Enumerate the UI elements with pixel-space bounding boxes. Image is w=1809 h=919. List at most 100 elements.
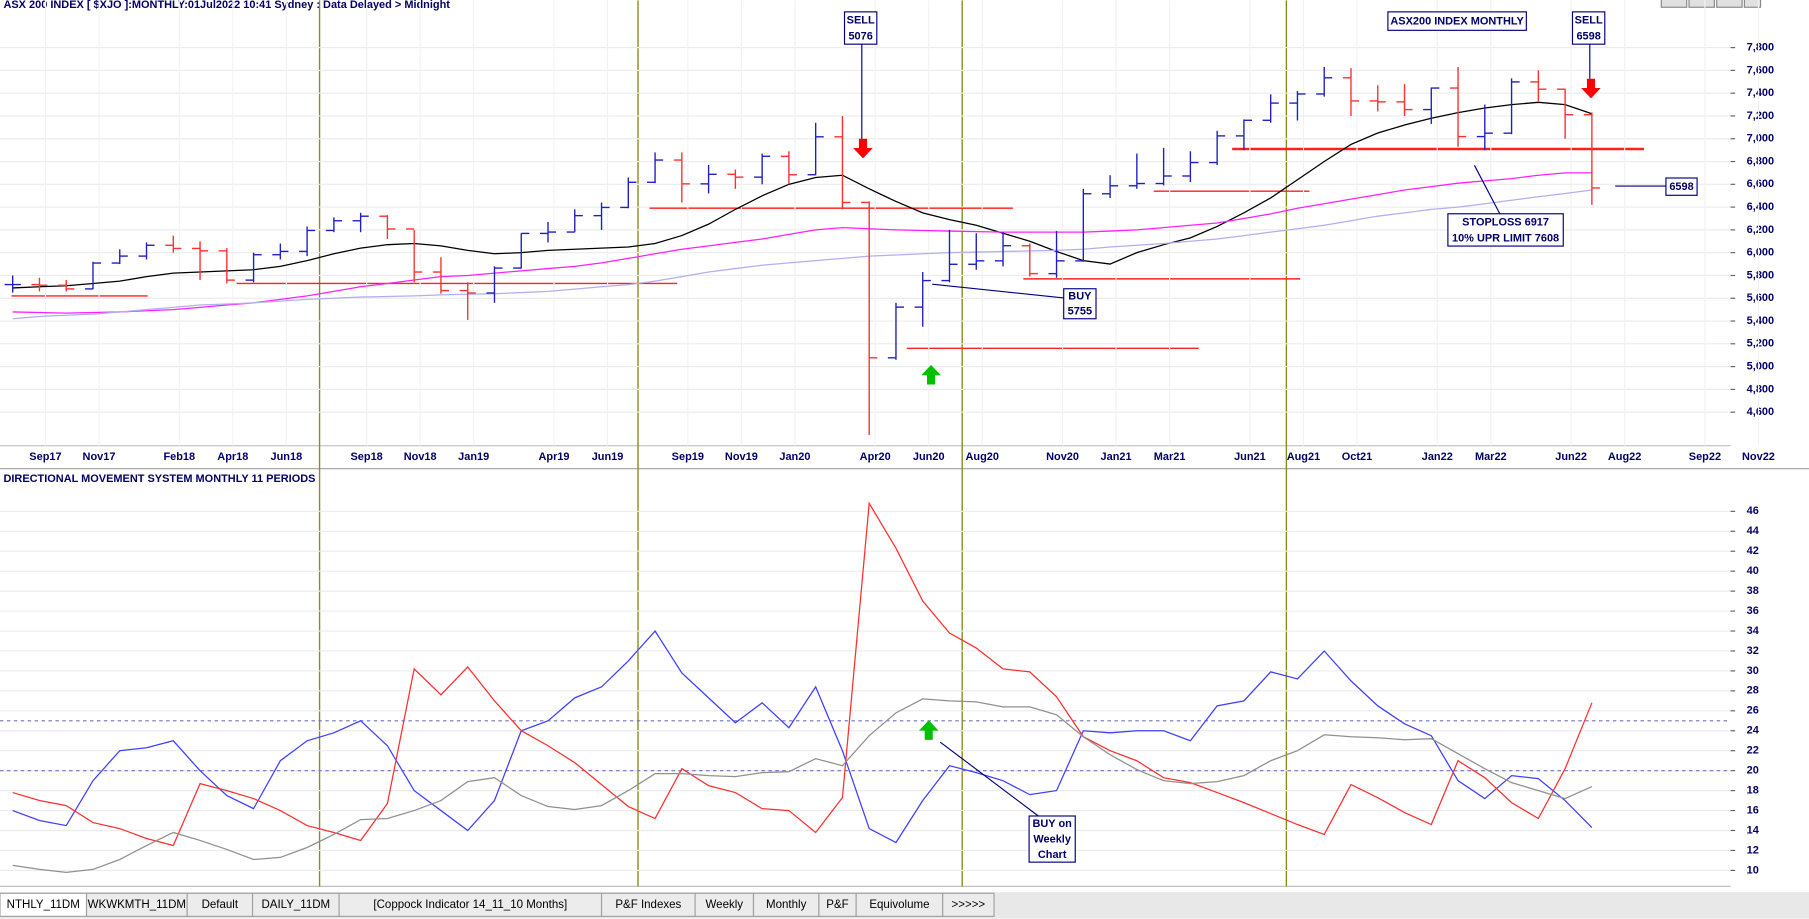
tab[interactable]: Weekly <box>694 892 755 917</box>
dmi-line <box>12 501 1593 847</box>
tab-label[interactable]: Default <box>202 899 239 911</box>
chart-title: ASX 200 INDEX [ $XJO ]:MONTHLY:01Jul2022… <box>3 0 450 11</box>
y-tick-label: 32 <box>1747 645 1759 657</box>
nav-button[interactable] <box>1660 0 1688 8</box>
y-tick-label: 14 <box>1747 824 1760 836</box>
tab-label[interactable]: Monthly <box>766 899 807 911</box>
y-tick-label: 4,800 <box>1747 383 1774 395</box>
y-tick-label: 46 <box>1747 505 1759 517</box>
annotation-text: BUY on <box>1032 818 1072 830</box>
nav-button[interactable] <box>1743 0 1762 8</box>
annotation-text: STOPLOSS 6917 <box>1462 216 1549 228</box>
annotation-box <box>1387 11 1527 31</box>
tab-body[interactable] <box>942 892 995 917</box>
nav-button[interactable] <box>1688 0 1715 8</box>
tab-label[interactable]: P&F Indexes <box>615 899 681 911</box>
y-tick-label: 7,600 <box>1747 64 1774 76</box>
y-tick-label: 24 <box>1747 725 1760 737</box>
y-tick-label: 6,800 <box>1747 155 1774 167</box>
nav-buttons <box>1660 0 1762 8</box>
tab[interactable]: Equivolume <box>855 892 944 917</box>
x-tick-label: Mar21 <box>1154 451 1186 463</box>
y-tick-label: 7,800 <box>1747 41 1774 53</box>
x-tick-label: Jun22 <box>1555 451 1587 463</box>
annotation-text: Weekly <box>1033 834 1071 846</box>
annotation-connector <box>939 741 1039 817</box>
y-tick-label: 5,800 <box>1747 269 1774 281</box>
y-tick-label: 6,000 <box>1747 247 1774 259</box>
panel-title: DIRECTIONAL MOVEMENT SYSTEM MONTHLY 11 P… <box>3 473 315 485</box>
x-tick-label: Sep22 <box>1689 451 1721 463</box>
buy-arrow <box>918 720 939 740</box>
annotation-connector <box>932 283 1064 299</box>
x-tick-label: Aug22 <box>1608 451 1641 463</box>
y-tick-label: 44 <box>1747 525 1760 537</box>
x-tick-label: Jun20 <box>913 451 945 463</box>
x-tick-label: Jun19 <box>592 451 624 463</box>
x-tick-label: Apr18 <box>217 451 248 463</box>
tab[interactable]: NTHLY_11DM <box>0 892 88 917</box>
x-tick-label: Jan19 <box>458 451 489 463</box>
moving-average <box>12 172 1592 314</box>
tab[interactable]: DAILY_11DM <box>251 892 340 917</box>
tab[interactable]: Monthly <box>752 892 820 917</box>
x-tick-label: Sep18 <box>351 451 383 463</box>
y-tick-label: 5,600 <box>1747 292 1774 304</box>
tab-label[interactable]: [Coppock Indicator 14_11_10 Months] <box>373 899 567 911</box>
tab-label[interactable]: >>>>> <box>952 899 986 911</box>
nav-button[interactable] <box>1716 0 1743 8</box>
y-tick-label: 12 <box>1747 844 1759 856</box>
annotation-box <box>1447 213 1564 247</box>
y-tick-label: 26 <box>1747 705 1759 717</box>
y-tick-label: 7,000 <box>1747 133 1774 145</box>
y-tick-label: 5,200 <box>1747 338 1774 350</box>
y-tick-label: 42 <box>1747 545 1759 557</box>
annotation-text: 5076 <box>848 31 872 43</box>
y-tick-label: 5,400 <box>1747 315 1774 327</box>
x-tick-label: Nov20 <box>1046 451 1079 463</box>
x-tick-label: Aug21 <box>1287 451 1320 463</box>
y-tick-label: 22 <box>1747 745 1759 757</box>
x-tick-label: Sep17 <box>29 451 61 463</box>
y-tick-label: 36 <box>1747 605 1759 617</box>
sell-arrow <box>853 138 873 159</box>
tab-label[interactable]: NTHLY_11DM <box>7 899 80 911</box>
annotation-box <box>1571 11 1606 45</box>
tab[interactable]: >>>>> <box>942 892 995 917</box>
y-tick-label: 16 <box>1747 804 1759 816</box>
annotation-text: SELL <box>1575 14 1603 26</box>
annotation-text: BUY <box>1068 291 1092 303</box>
x-tick-label: Apr20 <box>860 451 891 463</box>
x-tick-label: Mar22 <box>1475 451 1507 463</box>
tab-label[interactable]: DAILY_11DM <box>261 899 330 911</box>
tab[interactable]: WKWKMTH_11DM <box>85 892 188 917</box>
tab[interactable]: [Coppock Indicator 14_11_10 Months] <box>338 892 603 917</box>
tab-label[interactable]: Weekly <box>706 899 744 911</box>
annotation-box <box>1665 177 1698 196</box>
annotation-text: 6598 <box>1576 31 1600 43</box>
tab-label[interactable]: P&F <box>826 899 848 911</box>
tab[interactable]: P&F Indexes <box>600 892 696 917</box>
annotation-box <box>1063 288 1097 320</box>
dmi-line <box>12 630 1593 844</box>
x-tick-label: Apr19 <box>538 451 569 463</box>
annotation-text: ASX200 INDEX MONTHLY <box>1390 16 1524 28</box>
tab[interactable]: Default <box>186 892 254 917</box>
x-tick-label: Jun21 <box>1234 451 1266 463</box>
tab-label[interactable]: Equivolume <box>869 899 929 911</box>
y-tick-label: 28 <box>1747 685 1759 697</box>
y-tick-label: 10 <box>1747 864 1759 876</box>
y-tick-label: 34 <box>1747 625 1760 637</box>
y-tick-label: 20 <box>1747 765 1759 777</box>
y-tick-label: 18 <box>1747 785 1759 797</box>
annotation-text: 6598 <box>1669 181 1693 193</box>
moving-average <box>12 101 1593 289</box>
annotation-text: SELL <box>847 14 875 26</box>
x-tick-label: Jun18 <box>271 451 303 463</box>
annotation-box <box>843 11 878 45</box>
tab[interactable]: P&F <box>818 892 857 917</box>
tab-label[interactable]: WKWKMTH_11DM <box>88 899 186 911</box>
x-tick-label: Nov18 <box>404 451 437 463</box>
x-tick-label: Nov19 <box>725 451 758 463</box>
